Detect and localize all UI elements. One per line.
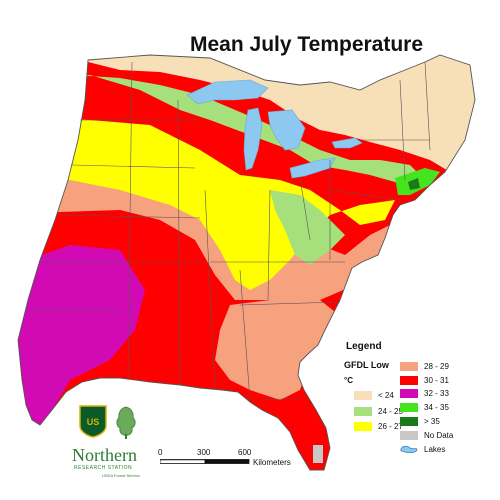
legend-item-gt35: > 35 <box>400 415 440 427</box>
band-32-33 <box>18 245 145 440</box>
scale-unit: Kilometers <box>253 458 291 467</box>
map-title: Mean July Temperature <box>190 33 424 56</box>
legend-label: < 24 <box>378 390 394 400</box>
lake-huron <box>267 109 306 151</box>
state-borders <box>17 54 476 471</box>
band-gt-35 <box>408 178 420 190</box>
lake-superior <box>186 79 269 105</box>
legend-swatch <box>354 390 372 400</box>
logo-name: Northern <box>72 445 137 465</box>
legend-item-32-33: 32 - 33 <box>400 387 449 399</box>
shield-text: US <box>87 417 100 427</box>
logo-agency: USDA Forest Service <box>102 473 140 478</box>
legend-item-28-29: 28 - 29 <box>400 360 449 372</box>
scale-bar-graphic <box>160 459 250 464</box>
no-data-patch <box>313 445 323 463</box>
legend-item-lakes: Lakes <box>400 443 445 455</box>
legend-swatch <box>400 388 418 398</box>
band-24-25 <box>18 70 420 190</box>
legend-label: 30 - 31 <box>424 375 449 385</box>
band-28-29-middle <box>18 165 400 300</box>
scale-tick-0: 0 <box>158 448 163 457</box>
lake-icon <box>400 445 418 453</box>
legend-label: No Data <box>424 430 454 440</box>
legend-label: 32 - 33 <box>424 388 449 398</box>
great-lakes <box>186 79 363 179</box>
legend-swatch <box>354 421 372 431</box>
legend-swatch <box>400 361 418 371</box>
scale-bar: 0 300 600 Kilometers <box>158 448 360 478</box>
legend-item-24-25: 24 - 25 <box>354 405 403 417</box>
legend-label: 24 - 25 <box>378 406 403 416</box>
legend-item-no-data: No Data <box>400 429 453 441</box>
legend-item-lt24: < 24 <box>354 389 394 401</box>
lake-michigan <box>243 107 263 171</box>
forest-service-shield-icon: US <box>79 405 107 438</box>
scale-tick-600: 600 <box>238 448 252 457</box>
legend-heading: Legend <box>346 341 382 352</box>
legend-label: Lakes <box>424 444 446 454</box>
band-28-29-southeast <box>215 300 345 400</box>
scale-tick-300: 300 <box>197 448 211 457</box>
legend-swatch <box>400 375 418 385</box>
legend-swatch <box>400 402 418 412</box>
legend-label: 26 - 27 <box>378 421 403 431</box>
legend-item-30-31: 30 - 31 <box>400 374 449 386</box>
tree-icon <box>116 406 136 439</box>
legend-swatch <box>354 406 372 416</box>
legend-swatch <box>400 416 418 426</box>
legend: Legend GFDL Low °C < 24 24 - 25 26 - 27 … <box>344 341 494 461</box>
logo-subtitle: RESEARCH STATION <box>74 465 133 471</box>
legend-label: 28 - 29 <box>424 361 449 371</box>
northern-research-station-logo: US Northern RESEARCH STATION USDA Forest… <box>72 404 154 484</box>
legend-item-26-27: 26 - 27 <box>354 420 403 432</box>
legend-unit: °C <box>344 376 353 385</box>
legend-label: > 35 <box>424 416 440 426</box>
legend-label: 34 - 35 <box>424 402 449 412</box>
legend-item-34-35: 34 - 35 <box>400 401 449 413</box>
legend-model: GFDL Low <box>344 360 389 370</box>
band-24-25-appalachian <box>270 190 345 265</box>
lake-ontario <box>331 137 363 149</box>
legend-swatch <box>400 430 418 440</box>
